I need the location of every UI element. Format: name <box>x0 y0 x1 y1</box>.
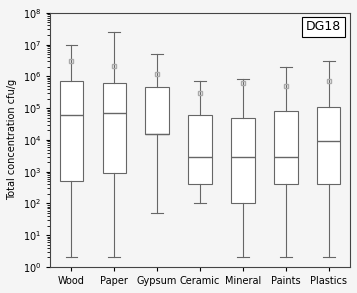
PathPatch shape <box>274 111 297 184</box>
Y-axis label: Total concentration cfu/g: Total concentration cfu/g <box>7 79 17 200</box>
PathPatch shape <box>188 115 212 184</box>
PathPatch shape <box>231 118 255 203</box>
PathPatch shape <box>60 81 83 181</box>
PathPatch shape <box>102 84 126 173</box>
PathPatch shape <box>145 87 169 134</box>
PathPatch shape <box>317 107 341 184</box>
Text: DG18: DG18 <box>306 21 341 33</box>
